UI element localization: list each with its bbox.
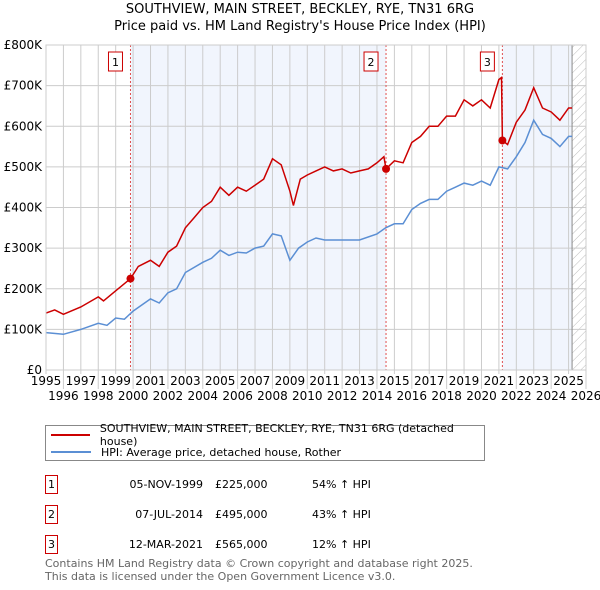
sale-row: 3 12-MAR-2021 £565,000 12% ↑ HPI	[45, 535, 525, 555]
y-tick-label: £0	[27, 363, 42, 377]
sale-date: 05-NOV-1999	[129, 478, 203, 491]
sale-label-box	[107, 51, 123, 72]
x-tick-label: 1997	[66, 374, 97, 388]
x-tick-label: 2019	[449, 374, 480, 388]
x-tick-label: 2024	[536, 389, 567, 403]
x-tick-label: 2006	[222, 389, 253, 403]
x-tick-label: 1998	[83, 389, 114, 403]
y-tick-label: £200K	[4, 282, 44, 296]
sale-point	[498, 136, 507, 145]
sale-date: 07-JUL-2014	[135, 508, 203, 521]
legend-item-property: SOUTHVIEW, MAIN STREET, BECKLEY, RYE, TN…	[51, 422, 484, 448]
x-tick-label: 2009	[275, 374, 306, 388]
x-tick-label: 2008	[257, 389, 288, 403]
y-tick-label: £500K	[4, 160, 44, 174]
plot-frame	[45, 44, 587, 371]
x-tick-label: 2014	[362, 389, 393, 403]
sale-hpi: 54% ↑ HPI	[312, 478, 371, 491]
property-series-line	[45, 75, 573, 316]
x-tick-label: 2015	[379, 374, 410, 388]
x-tick-label: 2021	[484, 374, 515, 388]
y-tick-label: £600K	[4, 119, 44, 133]
y-tick-label: £700K	[4, 79, 44, 93]
legend-label: HPI: Average price, detached house, Roth…	[101, 445, 342, 459]
y-tick-label: £100K	[4, 322, 44, 336]
x-tick-label: 2002	[153, 389, 184, 403]
price-chart: 1995199619971998199920002001200220032004…	[4, 38, 600, 403]
sale-label: 1	[112, 56, 119, 69]
hpi-series-line	[45, 118, 573, 336]
x-tick-label: 2025	[553, 374, 584, 388]
sale-hpi: 12% ↑ HPI	[312, 538, 371, 551]
x-tick-label: 2011	[309, 374, 340, 388]
x-tick-label: 2005	[205, 374, 236, 388]
x-tick-label: 2016	[397, 389, 428, 403]
sale-price: £495,000	[215, 508, 268, 521]
footer-copyright: Contains HM Land Registry data © Crown c…	[45, 557, 473, 570]
x-tick-label: 2003	[170, 374, 201, 388]
sale-point	[126, 274, 135, 283]
x-tick-label: 1996	[48, 389, 79, 403]
sale-price: £565,000	[215, 538, 268, 551]
x-tick-label: 2000	[118, 389, 149, 403]
legend-item-hpi: HPI: Average price, detached house, Roth…	[51, 444, 341, 460]
sale-price: £225,000	[215, 478, 268, 491]
legend-swatch-blue	[51, 451, 91, 453]
chart-title: SOUTHVIEW, MAIN STREET, BECKLEY, RYE, TN…	[125, 2, 475, 17]
footer: Contains HM Land Registry data © Crown c…	[45, 557, 473, 583]
sale-label-box	[479, 51, 495, 72]
x-tick-label: 2020	[466, 389, 497, 403]
x-tick-label: 2001	[135, 374, 166, 388]
sale-marker: 1	[45, 475, 58, 494]
sale-row: 2 07-JUL-2014 £495,000 43% ↑ HPI	[45, 505, 525, 525]
sale-hpi: 43% ↑ HPI	[312, 508, 371, 521]
x-tick-label: 2018	[431, 389, 462, 403]
y-tick-label: £800K	[4, 38, 44, 52]
x-tick-label: 2012	[327, 389, 358, 403]
sale-marker: 2	[45, 505, 58, 524]
sale-label-box	[363, 51, 379, 72]
x-tick-label: 2010	[292, 389, 323, 403]
x-tick-label: 2017	[414, 374, 445, 388]
sale-point	[382, 164, 391, 173]
x-tick-label: 2013	[344, 374, 375, 388]
x-tick-label: 2004	[188, 389, 219, 403]
sale-label: 3	[484, 56, 491, 69]
x-tick-label: 1999	[100, 374, 131, 388]
x-tick-label: 2026	[571, 389, 600, 403]
y-tick-label: £300K	[4, 241, 44, 255]
x-tick-label: 2023	[518, 374, 549, 388]
x-tick-label: 1995	[31, 374, 62, 388]
sale-date: 12-MAR-2021	[128, 538, 203, 551]
sale-marker: 3	[45, 535, 58, 554]
x-tick-label: 2007	[240, 374, 271, 388]
legend: SOUTHVIEW, MAIN STREET, BECKLEY, RYE, TN…	[45, 422, 485, 461]
sale-label: 2	[368, 56, 375, 69]
chart-subtitle: Price paid vs. HM Land Registry's House …	[114, 19, 486, 34]
y-tick-label: £400K	[4, 201, 44, 215]
footer-licence: This data is licensed under the Open Gov…	[45, 570, 396, 583]
legend-label: SOUTHVIEW, MAIN STREET, BECKLEY, RYE, TN…	[99, 422, 454, 448]
sale-row: 1 05-NOV-1999 £225,000 54% ↑ HPI	[45, 475, 525, 495]
x-tick-label: 2022	[501, 389, 532, 403]
legend-swatch-red	[51, 434, 90, 436]
